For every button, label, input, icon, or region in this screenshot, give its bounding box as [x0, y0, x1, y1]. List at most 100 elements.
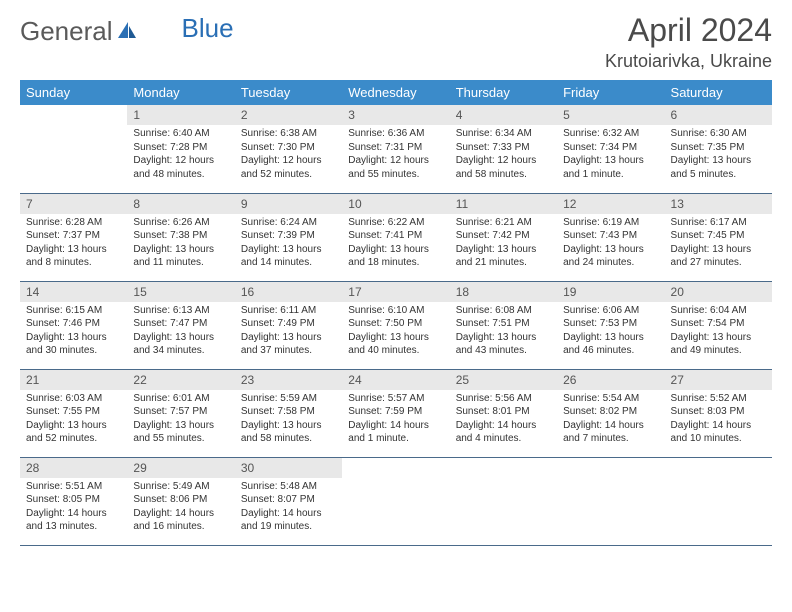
- sunset-text: Sunset: 7:35 PM: [671, 141, 766, 155]
- weekday-header-row: Sunday Monday Tuesday Wednesday Thursday…: [20, 80, 772, 105]
- daylight-text: Daylight: 14 hours: [671, 419, 766, 433]
- sunrise-text: Sunrise: 5:54 AM: [563, 392, 658, 406]
- daylight-text: and 7 minutes.: [563, 432, 658, 446]
- sunrise-text: Sunrise: 5:56 AM: [456, 392, 551, 406]
- day-content: Sunrise: 6:22 AMSunset: 7:41 PMDaylight:…: [342, 214, 449, 274]
- sunset-text: Sunset: 8:03 PM: [671, 405, 766, 419]
- day-number: 10: [342, 194, 449, 214]
- daylight-text: Daylight: 12 hours: [241, 154, 336, 168]
- calendar-cell: [450, 457, 557, 545]
- calendar-cell: 23Sunrise: 5:59 AMSunset: 7:58 PMDayligh…: [235, 369, 342, 457]
- daylight-text: Daylight: 14 hours: [563, 419, 658, 433]
- daylight-text: Daylight: 14 hours: [26, 507, 121, 521]
- day-number: 4: [450, 105, 557, 125]
- daylight-text: and 55 minutes.: [348, 168, 443, 182]
- sunset-text: Sunset: 7:41 PM: [348, 229, 443, 243]
- sunrise-text: Sunrise: 5:51 AM: [26, 480, 121, 494]
- calendar-cell: 8Sunrise: 6:26 AMSunset: 7:38 PMDaylight…: [127, 193, 234, 281]
- sunset-text: Sunset: 7:43 PM: [563, 229, 658, 243]
- calendar-cell: 22Sunrise: 6:01 AMSunset: 7:57 PMDayligh…: [127, 369, 234, 457]
- daylight-text: and 40 minutes.: [348, 344, 443, 358]
- sunset-text: Sunset: 8:02 PM: [563, 405, 658, 419]
- day-number: 27: [665, 370, 772, 390]
- daylight-text: Daylight: 13 hours: [26, 419, 121, 433]
- sunset-text: Sunset: 7:34 PM: [563, 141, 658, 155]
- daylight-text: and 43 minutes.: [456, 344, 551, 358]
- day-content: Sunrise: 6:13 AMSunset: 7:47 PMDaylight:…: [127, 302, 234, 362]
- day-number: 1: [127, 105, 234, 125]
- day-content: Sunrise: 6:38 AMSunset: 7:30 PMDaylight:…: [235, 125, 342, 185]
- calendar-cell: [557, 457, 664, 545]
- weekday-header: Sunday: [20, 80, 127, 105]
- day-content: Sunrise: 6:06 AMSunset: 7:53 PMDaylight:…: [557, 302, 664, 362]
- day-content: Sunrise: 5:54 AMSunset: 8:02 PMDaylight:…: [557, 390, 664, 450]
- daylight-text: and 14 minutes.: [241, 256, 336, 270]
- day-number: 17: [342, 282, 449, 302]
- sunrise-text: Sunrise: 5:48 AM: [241, 480, 336, 494]
- sunrise-text: Sunrise: 6:13 AM: [133, 304, 228, 318]
- day-number: 7: [20, 194, 127, 214]
- daylight-text: and 49 minutes.: [671, 344, 766, 358]
- day-number: 23: [235, 370, 342, 390]
- day-content: Sunrise: 6:10 AMSunset: 7:50 PMDaylight:…: [342, 302, 449, 362]
- day-number: 29: [127, 458, 234, 478]
- day-content: Sunrise: 5:48 AMSunset: 8:07 PMDaylight:…: [235, 478, 342, 538]
- daylight-text: Daylight: 13 hours: [133, 419, 228, 433]
- day-number: 19: [557, 282, 664, 302]
- daylight-text: and 24 minutes.: [563, 256, 658, 270]
- day-content: Sunrise: 5:52 AMSunset: 8:03 PMDaylight:…: [665, 390, 772, 450]
- day-content: Sunrise: 6:03 AMSunset: 7:55 PMDaylight:…: [20, 390, 127, 450]
- sunrise-text: Sunrise: 5:52 AM: [671, 392, 766, 406]
- sunset-text: Sunset: 7:51 PM: [456, 317, 551, 331]
- sunset-text: Sunset: 7:50 PM: [348, 317, 443, 331]
- day-content: Sunrise: 6:21 AMSunset: 7:42 PMDaylight:…: [450, 214, 557, 274]
- day-number: 20: [665, 282, 772, 302]
- calendar-cell: 21Sunrise: 6:03 AMSunset: 7:55 PMDayligh…: [20, 369, 127, 457]
- day-number: 5: [557, 105, 664, 125]
- logo-text-1: General: [20, 16, 113, 47]
- sunrise-text: Sunrise: 6:10 AM: [348, 304, 443, 318]
- calendar-row: 28Sunrise: 5:51 AMSunset: 8:05 PMDayligh…: [20, 457, 772, 545]
- sunrise-text: Sunrise: 5:57 AM: [348, 392, 443, 406]
- day-number: 30: [235, 458, 342, 478]
- daylight-text: and 4 minutes.: [456, 432, 551, 446]
- sunset-text: Sunset: 7:33 PM: [456, 141, 551, 155]
- sunset-text: Sunset: 7:30 PM: [241, 141, 336, 155]
- daylight-text: Daylight: 13 hours: [348, 331, 443, 345]
- sunrise-text: Sunrise: 6:21 AM: [456, 216, 551, 230]
- daylight-text: and 37 minutes.: [241, 344, 336, 358]
- day-number: 18: [450, 282, 557, 302]
- calendar-cell: 18Sunrise: 6:08 AMSunset: 7:51 PMDayligh…: [450, 281, 557, 369]
- title-block: April 2024 Krutoiarivka, Ukraine: [605, 12, 772, 72]
- sunset-text: Sunset: 7:39 PM: [241, 229, 336, 243]
- sunset-text: Sunset: 8:01 PM: [456, 405, 551, 419]
- calendar-row: 14Sunrise: 6:15 AMSunset: 7:46 PMDayligh…: [20, 281, 772, 369]
- day-content: Sunrise: 6:01 AMSunset: 7:57 PMDaylight:…: [127, 390, 234, 450]
- day-content: Sunrise: 5:51 AMSunset: 8:05 PMDaylight:…: [20, 478, 127, 538]
- daylight-text: Daylight: 14 hours: [348, 419, 443, 433]
- sunset-text: Sunset: 8:05 PM: [26, 493, 121, 507]
- day-content: Sunrise: 5:49 AMSunset: 8:06 PMDaylight:…: [127, 478, 234, 538]
- weekday-header: Thursday: [450, 80, 557, 105]
- daylight-text: Daylight: 13 hours: [26, 331, 121, 345]
- daylight-text: Daylight: 14 hours: [456, 419, 551, 433]
- day-number: 15: [127, 282, 234, 302]
- sunset-text: Sunset: 7:42 PM: [456, 229, 551, 243]
- sunrise-text: Sunrise: 6:15 AM: [26, 304, 121, 318]
- calendar-cell: [342, 457, 449, 545]
- weekday-header: Saturday: [665, 80, 772, 105]
- sunset-text: Sunset: 7:54 PM: [671, 317, 766, 331]
- day-content: Sunrise: 6:30 AMSunset: 7:35 PMDaylight:…: [665, 125, 772, 185]
- sunrise-text: Sunrise: 6:04 AM: [671, 304, 766, 318]
- day-content: Sunrise: 6:28 AMSunset: 7:37 PMDaylight:…: [20, 214, 127, 274]
- sunset-text: Sunset: 7:46 PM: [26, 317, 121, 331]
- sunrise-text: Sunrise: 6:22 AM: [348, 216, 443, 230]
- weekday-header: Monday: [127, 80, 234, 105]
- day-content: Sunrise: 6:04 AMSunset: 7:54 PMDaylight:…: [665, 302, 772, 362]
- weekday-header: Tuesday: [235, 80, 342, 105]
- calendar-cell: 1Sunrise: 6:40 AMSunset: 7:28 PMDaylight…: [127, 105, 234, 193]
- day-content: Sunrise: 6:40 AMSunset: 7:28 PMDaylight:…: [127, 125, 234, 185]
- sunrise-text: Sunrise: 6:36 AM: [348, 127, 443, 141]
- calendar-row: 21Sunrise: 6:03 AMSunset: 7:55 PMDayligh…: [20, 369, 772, 457]
- day-number: 9: [235, 194, 342, 214]
